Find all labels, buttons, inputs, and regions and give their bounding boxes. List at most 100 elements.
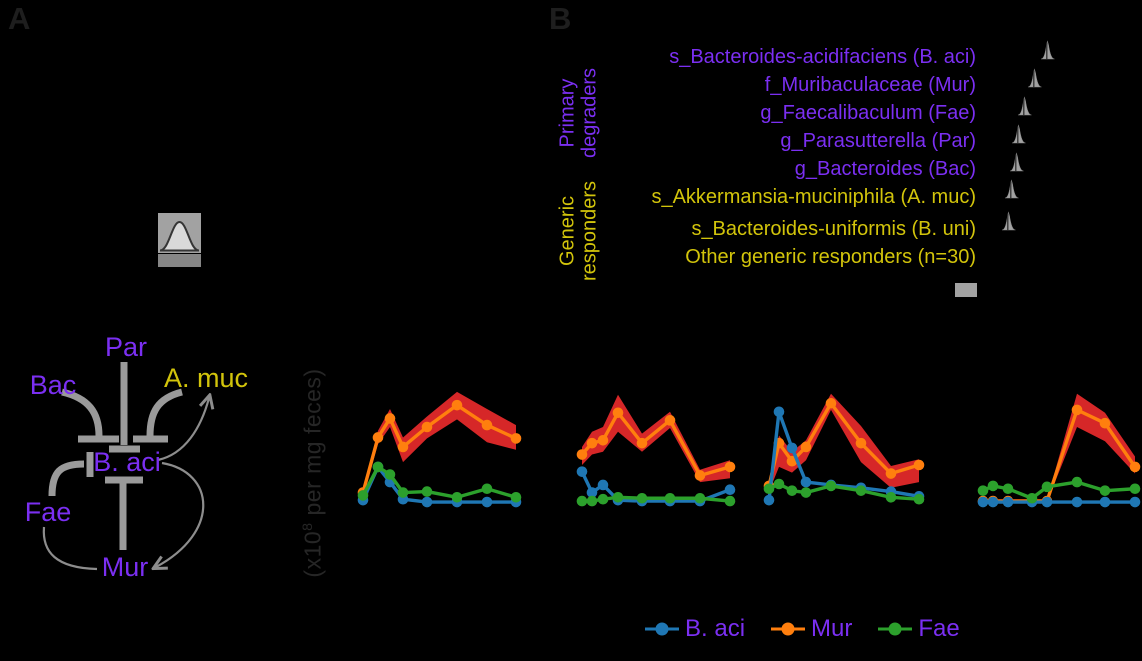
data-point	[372, 432, 384, 443]
data-point	[1129, 483, 1141, 495]
y-axis-label-exponent: 8	[299, 522, 316, 531]
subplot-3	[763, 393, 925, 506]
data-point	[763, 494, 775, 506]
data-point	[1071, 404, 1083, 416]
legend-marker	[878, 622, 913, 636]
promotion-arrows	[42, 398, 209, 571]
node-fae: Fae	[25, 497, 72, 527]
data-point	[913, 493, 925, 505]
taxa-row: s_Bacteroides-acidifaciens (B. aci)	[669, 46, 976, 68]
data-point	[987, 496, 999, 508]
data-point	[357, 490, 369, 501]
data-point	[481, 483, 493, 495]
data-point	[773, 406, 785, 418]
interaction-network-diagram: Par Bac A. muc B. aci Fae Mur	[25, 332, 248, 582]
data-point	[913, 459, 925, 471]
data-point	[384, 469, 396, 480]
node-mur: Mur	[102, 552, 149, 582]
data-point	[885, 492, 897, 503]
node-par: Par	[105, 332, 147, 362]
data-point	[421, 496, 433, 508]
y-axis-label-suffix: per mg feces)	[299, 368, 326, 523]
inhibition-edges	[48, 362, 183, 550]
panel-a-label: A	[8, 1, 31, 36]
arrow-fae-to-mur	[42, 526, 98, 571]
data-point	[664, 492, 676, 504]
taxa-row: f_Muribaculaceae (Mur)	[764, 74, 976, 96]
data-point	[1026, 492, 1038, 504]
data-point	[825, 397, 837, 409]
data-point	[694, 470, 706, 481]
data-point	[724, 484, 736, 496]
y-axis-label-prefix: (x10	[299, 530, 326, 578]
taxa-row: Other generic responders (n=30)	[685, 246, 976, 268]
data-point	[612, 407, 624, 419]
data-point	[510, 433, 522, 444]
arrow-baci-to-mur	[156, 461, 205, 567]
data-point	[1099, 496, 1111, 508]
data-point	[800, 441, 812, 453]
data-point	[576, 449, 588, 460]
node-amuc: A. muc	[164, 363, 248, 393]
group-label-primary-degraders: Primary degraders	[556, 67, 600, 159]
data-point	[977, 485, 989, 496]
data-point	[451, 399, 463, 411]
data-point	[1099, 485, 1111, 496]
data-point	[763, 483, 775, 495]
data-point	[987, 480, 999, 492]
data-point	[1099, 417, 1111, 429]
legend-marker	[771, 622, 806, 636]
data-point	[597, 493, 609, 505]
legend-label: Fae	[918, 615, 960, 642]
data-point	[586, 495, 598, 507]
legend-item: Mur	[771, 617, 852, 641]
mini-distribution-icon	[1011, 124, 1026, 144]
mini-distribution-icon	[1004, 179, 1019, 199]
abundance-line-charts	[357, 391, 1141, 508]
node-baci: B. aci	[93, 447, 161, 477]
data-point	[636, 437, 648, 449]
data-point	[800, 476, 812, 488]
arrow-baci-to-amuc	[157, 398, 209, 462]
data-point	[510, 492, 522, 503]
data-point	[1002, 483, 1014, 495]
data-point	[855, 485, 867, 496]
confidence-band	[769, 393, 919, 492]
edge-fae-line	[48, 460, 85, 497]
taxa-row: s_Akkermansia-muciniphila (A. muc)	[651, 186, 976, 208]
data-point	[576, 466, 588, 477]
data-point	[586, 437, 598, 449]
edge-bac-line	[61, 388, 103, 437]
subplot-2	[576, 394, 736, 507]
mini-distribution-icon	[1009, 152, 1024, 172]
data-point	[724, 495, 736, 507]
data-point	[636, 492, 648, 504]
mini-distribution-icon	[1027, 68, 1042, 88]
diagram-node-labels: Par Bac A. muc B. aci Fae Mur	[25, 332, 248, 582]
data-point	[800, 487, 812, 498]
data-point	[977, 496, 989, 508]
data-point	[421, 421, 433, 433]
data-point	[1129, 496, 1141, 508]
subplot-4	[977, 393, 1141, 508]
edge-amuc-line	[146, 388, 183, 437]
data-point	[481, 419, 493, 431]
data-point	[451, 492, 463, 503]
data-point	[786, 442, 798, 454]
chart-legend: B. aci Mur Fae	[645, 617, 960, 641]
taxa-row: g_Parasutterella (Par)	[780, 130, 976, 152]
legend-item: B. aci	[645, 617, 745, 641]
data-point	[1071, 496, 1083, 508]
legend-item: Fae	[878, 615, 960, 642]
group-label-generic-responders: Generic responders	[556, 180, 600, 282]
data-point	[397, 487, 409, 498]
timing-distribution-glyphs	[1001, 40, 1055, 231]
data-point	[1002, 496, 1014, 508]
data-point	[855, 437, 867, 449]
data-point	[576, 495, 588, 507]
data-point	[612, 492, 624, 503]
subplot-1	[357, 391, 522, 508]
taxa-row: g_Bacteroides (Bac)	[794, 158, 976, 180]
data-point	[1129, 461, 1141, 473]
